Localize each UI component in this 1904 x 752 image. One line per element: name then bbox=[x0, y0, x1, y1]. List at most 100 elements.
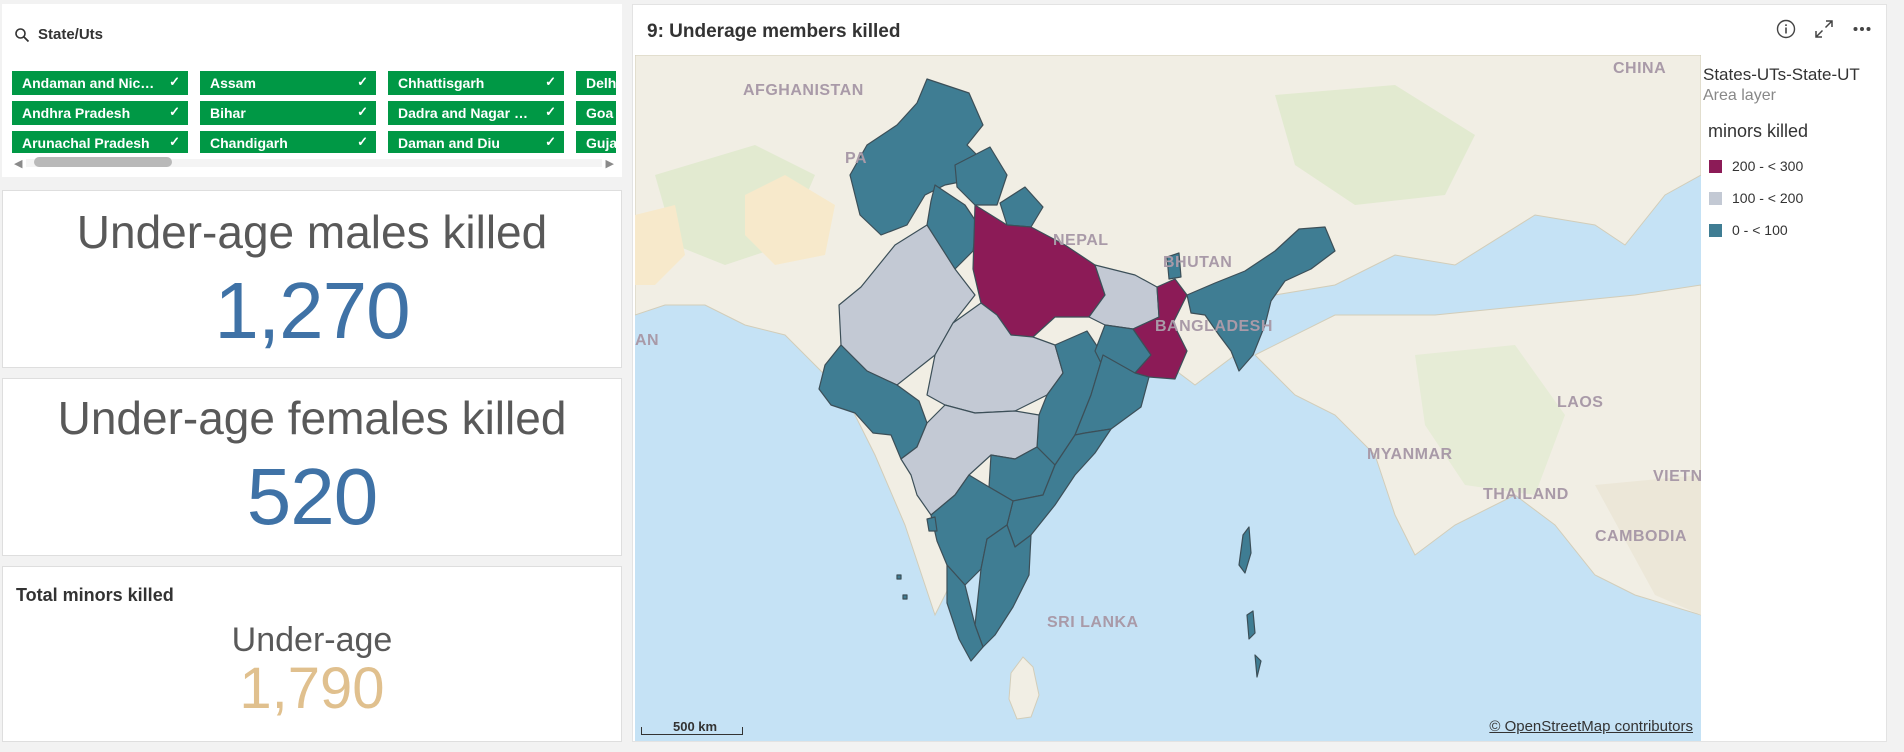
terrain-tint bbox=[1275, 85, 1475, 205]
legend-swatch bbox=[1709, 191, 1722, 205]
chip-label: Delhi bbox=[586, 75, 616, 91]
chip-label: Andaman and Nico… bbox=[22, 75, 163, 91]
chip-label: Chhattisgarh bbox=[398, 75, 485, 91]
scale-bar: 500 km bbox=[641, 719, 745, 737]
check-icon: ✓ bbox=[357, 74, 368, 89]
total-minors-heading: Total minors killed bbox=[16, 585, 174, 605]
chip-andaman-nicobar[interactable]: Andaman and Nico… ✓ bbox=[12, 71, 188, 95]
place-laos: LAOS bbox=[1557, 394, 1603, 411]
chip-delhi[interactable]: Delhi✓ bbox=[576, 71, 616, 95]
place-myanmar: MYANMAR bbox=[1367, 446, 1453, 463]
region-lakshadweep[interactable] bbox=[896, 574, 908, 600]
sri-lanka-land bbox=[1008, 656, 1040, 720]
filter-header[interactable]: State/Uts bbox=[14, 26, 103, 43]
chip-label: Gujarat bbox=[586, 135, 616, 151]
kpi-females-title: Under-age females killed bbox=[57, 392, 567, 444]
place-bangladesh: BANGLADESH bbox=[1155, 318, 1273, 335]
region-himachal[interactable] bbox=[954, 146, 1008, 206]
chip-bihar[interactable]: Bihar ✓ bbox=[200, 101, 376, 125]
legend-measure: minors killed bbox=[1708, 121, 1809, 141]
chip-label: Bihar bbox=[210, 105, 246, 121]
check-icon: ✓ bbox=[169, 134, 180, 149]
expand-icon[interactable] bbox=[1812, 17, 1836, 41]
legend-swatch bbox=[1709, 223, 1722, 237]
legend-swatch bbox=[1709, 159, 1722, 173]
legend-layer-name: States-UTs-State-UT bbox=[1703, 65, 1860, 84]
place-afghanistan: AFGHANISTAN bbox=[743, 82, 864, 99]
region-goa[interactable] bbox=[926, 516, 938, 532]
region-kerala[interactable] bbox=[946, 564, 984, 662]
map-toolbar bbox=[1774, 17, 1874, 41]
legend-item[interactable]: 200 - < 300 bbox=[1709, 158, 1883, 174]
land-mass-southeast-asia-edge bbox=[1595, 475, 1701, 615]
total-minors-label: Under-age bbox=[231, 621, 393, 659]
region-gujarat[interactable] bbox=[818, 344, 928, 460]
chip-label: Dadra and Nagar H… bbox=[398, 105, 539, 121]
filter-title: State/Uts bbox=[38, 26, 104, 43]
total-minors-value: 1,790 bbox=[239, 656, 385, 721]
terrain-tint bbox=[1415, 345, 1565, 495]
scroll-right-icon[interactable]: ▶ bbox=[605, 158, 614, 170]
chip-arunachal-pradesh[interactable]: Arunachal Pradesh ✓ bbox=[12, 131, 188, 153]
region-west-bengal[interactable] bbox=[1132, 278, 1188, 380]
legend-layer-type: Area layer bbox=[1703, 87, 1776, 104]
state-filter-pane[interactable]: State/Uts Andaman and Nico… ✓ Andhra Prad… bbox=[2, 4, 622, 177]
kpi-females-card[interactable]: Under-age females killed 520 bbox=[2, 378, 622, 556]
chip-chhattisgarh[interactable]: Chhattisgarh ✓ bbox=[388, 71, 564, 95]
legend-item-label: 0 - < 100 bbox=[1732, 222, 1788, 238]
region-rajasthan[interactable] bbox=[838, 224, 976, 386]
map-canvas[interactable]: AFGHANISTAN CHINA NEPAL BHUTAN BANGLADES… bbox=[635, 55, 1701, 741]
chip-gujarat[interactable]: Gujarat✓ bbox=[576, 131, 616, 153]
chip-chandigarh[interactable]: Chandigarh ✓ bbox=[200, 131, 376, 153]
legend-item-label: 200 - < 300 bbox=[1732, 158, 1804, 174]
chip-goa[interactable]: Goa✓ bbox=[576, 101, 616, 125]
region-northeast-states[interactable] bbox=[1186, 226, 1336, 372]
kpi-males-title: Under-age males killed bbox=[76, 206, 548, 258]
india-states bbox=[818, 78, 1336, 678]
chip-dadra-nagar-haveli[interactable]: Dadra and Nagar H… ✓ bbox=[388, 101, 564, 125]
search-icon bbox=[15, 27, 30, 42]
map-attribution[interactable]: © OpenStreetMap contributors bbox=[1489, 718, 1693, 735]
check-icon: ✓ bbox=[545, 134, 556, 149]
check-icon: ✓ bbox=[169, 74, 180, 89]
chip-label: Arunachal Pradesh bbox=[22, 135, 150, 151]
region-jammu-kashmir[interactable] bbox=[849, 78, 986, 236]
more-options-icon[interactable] bbox=[1850, 17, 1874, 41]
chip-assam[interactable]: Assam ✓ bbox=[200, 71, 376, 95]
legend-item-label: 100 - < 200 bbox=[1732, 190, 1804, 206]
place-thailand: THAILAND bbox=[1483, 486, 1569, 503]
place-sri-lanka: SRI LANKA bbox=[1047, 614, 1139, 631]
kpi-females-value: 520 bbox=[246, 452, 378, 541]
info-icon[interactable] bbox=[1774, 17, 1798, 41]
region-sikkim[interactable] bbox=[1166, 252, 1182, 280]
place-pakistan: PA bbox=[845, 150, 867, 167]
map-panel[interactable]: 9: Underage members killed bbox=[632, 4, 1887, 742]
place-iran: AN bbox=[635, 332, 659, 349]
kpi-males-value: 1,270 bbox=[214, 266, 410, 355]
chip-label: Andhra Pradesh bbox=[22, 105, 131, 121]
check-icon: ✓ bbox=[357, 104, 368, 119]
chip-label: Chandigarh bbox=[210, 135, 288, 151]
chip-label: Goa bbox=[586, 105, 614, 121]
base-map: AFGHANISTAN CHINA NEPAL BHUTAN BANGLADES… bbox=[635, 55, 1701, 720]
region-uttarakhand[interactable] bbox=[999, 186, 1044, 228]
scroll-track[interactable] bbox=[26, 159, 602, 167]
place-nepal: NEPAL bbox=[1053, 232, 1109, 249]
scroll-left-icon[interactable]: ◀ bbox=[14, 158, 23, 170]
scroll-thumb[interactable] bbox=[34, 157, 172, 167]
region-andaman-nicobar[interactable] bbox=[1238, 526, 1262, 678]
scale-bar-label: 500 km bbox=[673, 719, 718, 734]
horizontal-scrollbar[interactable]: ◀ ▶ bbox=[12, 156, 616, 170]
place-vietnam: VIETN bbox=[1653, 468, 1701, 485]
legend-item[interactable]: 100 - < 200 bbox=[1709, 190, 1883, 206]
chip-andhra-pradesh[interactable]: Andhra Pradesh ✓ bbox=[12, 101, 188, 125]
total-minors-card[interactable]: Total minors killed Under-age 1,790 bbox=[2, 566, 622, 742]
place-cambodia: CAMBODIA bbox=[1595, 528, 1687, 545]
check-icon: ✓ bbox=[545, 104, 556, 119]
kpi-males-card[interactable]: Under-age males killed 1,270 bbox=[2, 190, 622, 368]
map-title: 9: Underage members killed bbox=[647, 21, 901, 42]
attribution-link[interactable]: © OpenStreetMap contributors bbox=[1489, 718, 1693, 735]
chip-daman-diu[interactable]: Daman and Diu ✓ bbox=[388, 131, 564, 153]
legend-item[interactable]: 0 - < 100 bbox=[1709, 222, 1883, 238]
chip-label: Daman and Diu bbox=[398, 135, 500, 151]
